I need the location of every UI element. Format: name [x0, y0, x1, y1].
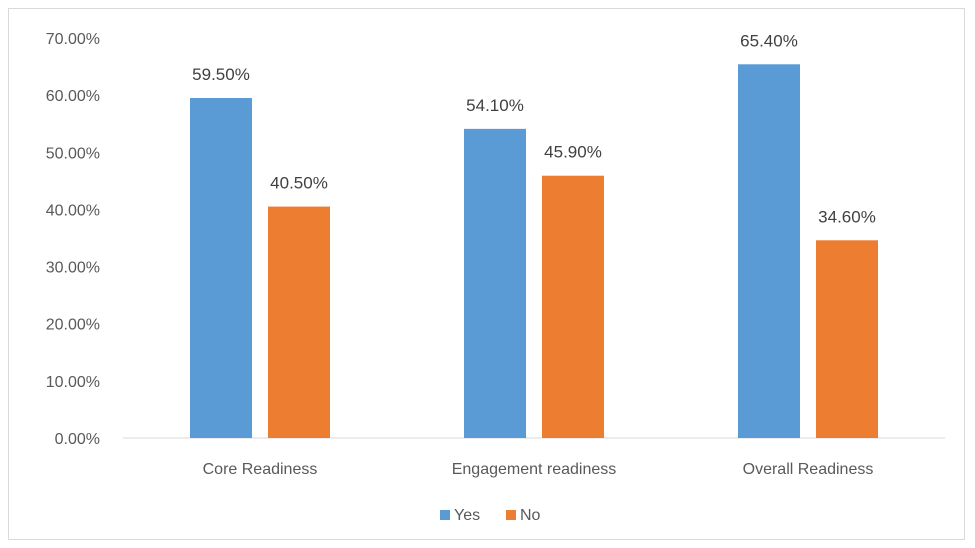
- legend-label-no: No: [520, 507, 541, 524]
- bar-yes: [738, 64, 800, 439]
- legend-swatch-yes: [440, 510, 450, 520]
- y-tick-label: 30.00%: [46, 260, 100, 277]
- data-label: 45.90%: [544, 143, 602, 162]
- y-tick-label: 0.00%: [55, 431, 100, 448]
- y-tick-label: 60.00%: [46, 88, 100, 105]
- y-tick-label: 20.00%: [46, 317, 100, 334]
- data-label: 34.60%: [818, 207, 876, 226]
- y-tick-label: 50.00%: [46, 145, 100, 162]
- y-tick-label: 70.00%: [46, 31, 100, 48]
- legend-swatch-no: [506, 510, 516, 520]
- legend-label-yes: Yes: [454, 507, 480, 524]
- data-label: 65.40%: [740, 31, 798, 50]
- bar-no: [268, 206, 330, 438]
- category-label: Engagement readiness: [452, 461, 617, 478]
- bar-yes: [464, 128, 526, 438]
- category-label: Core Readiness: [203, 461, 318, 478]
- data-label: 40.50%: [270, 174, 328, 193]
- y-tick-label: 40.00%: [46, 202, 100, 219]
- data-label: 59.50%: [192, 65, 250, 84]
- bar-no: [542, 175, 604, 438]
- data-label: 54.10%: [466, 96, 524, 115]
- y-tick-label: 10.00%: [46, 374, 100, 391]
- category-label: Overall Readiness: [743, 461, 874, 478]
- bar-no: [816, 240, 878, 438]
- bar-yes: [190, 98, 252, 438]
